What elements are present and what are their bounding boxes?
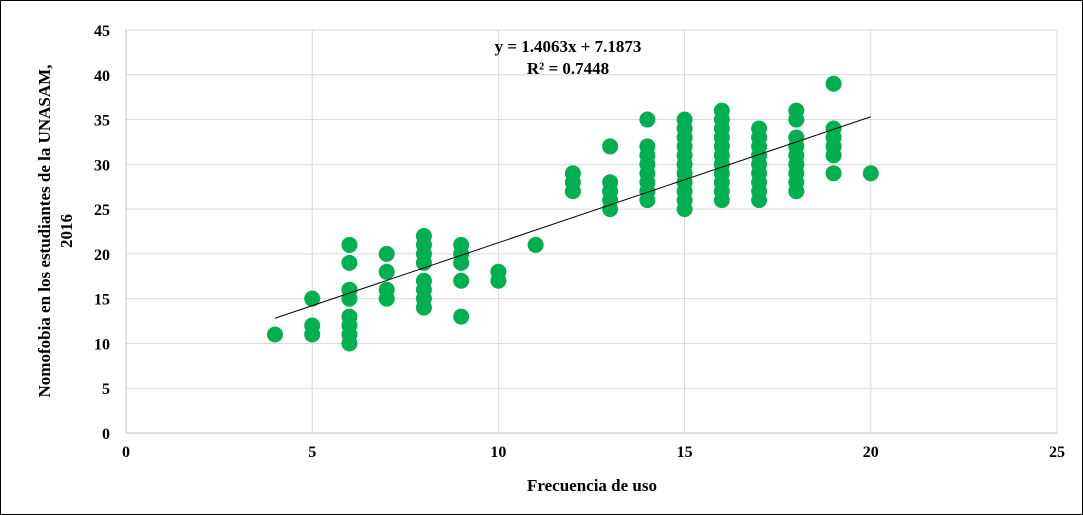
data-point (341, 308, 358, 325)
data-point (602, 138, 619, 155)
x-axis-title: Frecuencia de uso (527, 476, 657, 495)
x-tick-label: 10 (490, 444, 506, 461)
x-tick-label: 0 (122, 444, 130, 461)
data-point (751, 120, 768, 137)
data-point (564, 165, 581, 182)
data-point (788, 129, 805, 146)
data-point (602, 174, 619, 191)
data-point (453, 272, 470, 289)
trendline (274, 116, 871, 319)
y-axis-title-line2: 2016 (57, 214, 76, 248)
data-point (825, 120, 842, 137)
y-tick-label: 35 (94, 113, 110, 130)
data-point (415, 272, 432, 289)
data-point (266, 326, 283, 343)
data-point (378, 281, 395, 298)
data-point (341, 281, 358, 298)
y-tick-label: 0 (102, 426, 110, 443)
x-tick-label: 25 (1049, 444, 1065, 461)
data-point (378, 263, 395, 280)
data-point (453, 308, 470, 325)
data-point (713, 102, 730, 119)
data-point (825, 165, 842, 182)
trendline-path (274, 116, 871, 319)
data-points (266, 75, 879, 352)
r-squared-label: R² = 0.7448 (527, 59, 609, 78)
y-tick-label: 45 (94, 23, 110, 40)
data-point (825, 75, 842, 92)
y-tick-label: 30 (94, 157, 110, 174)
data-point (304, 290, 321, 307)
gridlines (126, 29, 1058, 433)
x-tick-label: 20 (863, 444, 879, 461)
y-tick-label: 15 (94, 292, 110, 309)
data-point (304, 317, 321, 334)
y-tick-label: 5 (102, 381, 110, 398)
x-tick-label: 5 (308, 444, 316, 461)
data-point (378, 245, 395, 262)
data-point (862, 165, 879, 182)
axes (125, 30, 1057, 434)
data-point (341, 254, 358, 271)
data-point (341, 236, 358, 253)
data-point (490, 263, 507, 280)
data-point (639, 111, 656, 128)
x-tick-label: 15 (677, 444, 693, 461)
y-tick-label: 20 (94, 247, 110, 264)
data-point (527, 236, 544, 253)
data-point (415, 227, 432, 244)
data-point (788, 102, 805, 119)
y-tick-label: 25 (94, 202, 110, 219)
y-tick-label: 40 (94, 68, 110, 85)
equation-label: y = 1.4063x + 7.1873 (495, 37, 642, 56)
data-point (676, 111, 693, 128)
y-tick-label: 10 (94, 336, 110, 353)
y-axis-title-line1: Nomofobia en los estudiantes de la UNASA… (35, 65, 54, 398)
data-point (639, 138, 656, 155)
data-point (453, 236, 470, 253)
tick-labels: 0 5 10 15 20 25 0 5 10 15 20 25 30 35 40 45 (94, 23, 1065, 461)
